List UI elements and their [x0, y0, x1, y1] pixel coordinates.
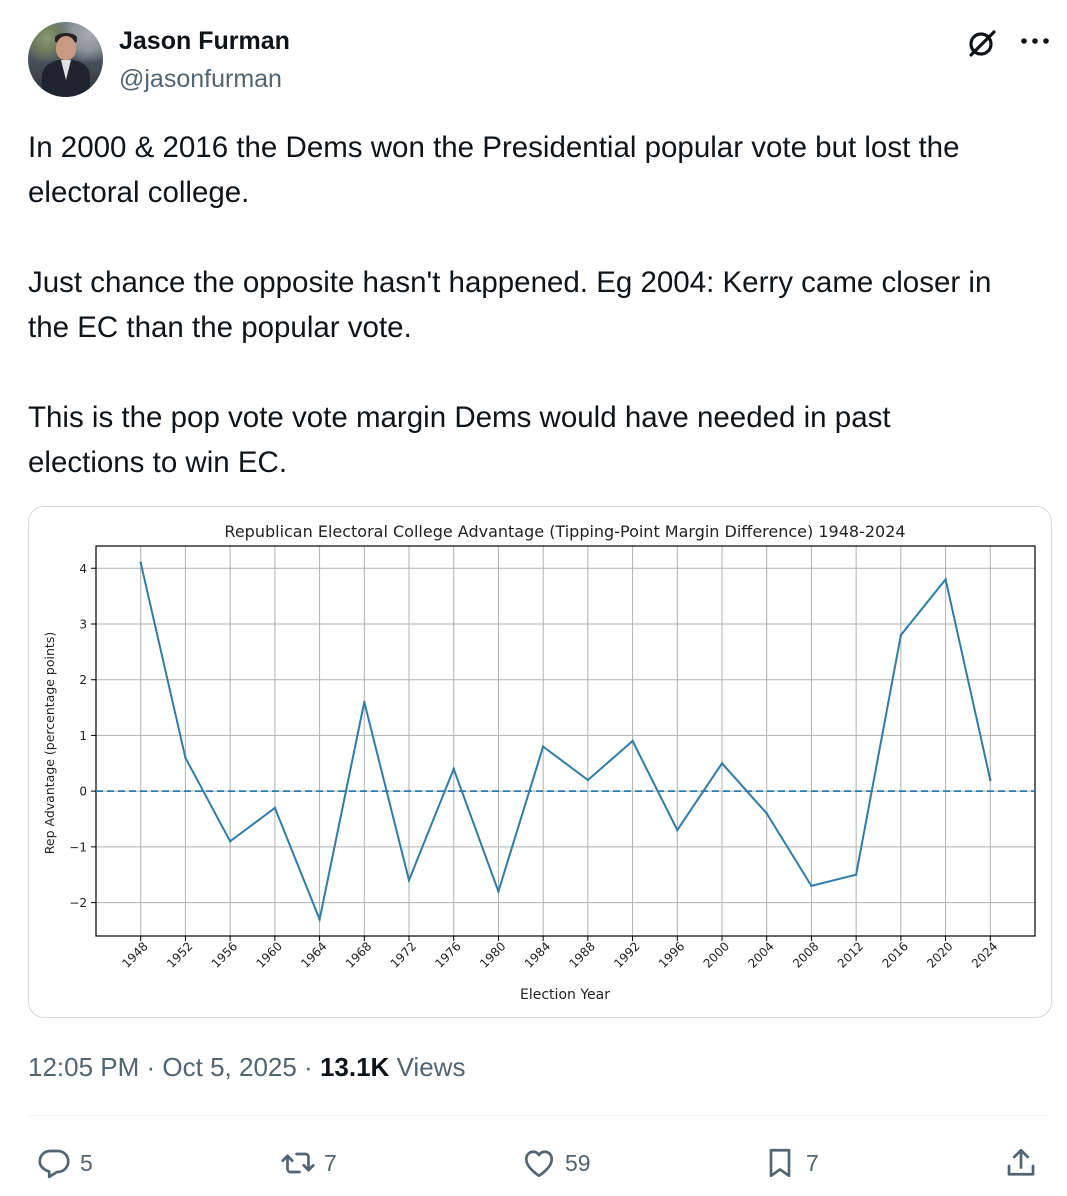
chart-image-card[interactable]: Republican Electoral College Advantage (… — [28, 506, 1052, 1018]
x-tick-label: 2012 — [835, 939, 866, 970]
x-tick-label: 2024 — [969, 939, 1000, 970]
x-tick-label: 1992 — [611, 939, 642, 970]
x-tick-label: 2020 — [924, 939, 955, 970]
x-tick-label: 1948 — [119, 939, 150, 970]
x-tick-label: 1968 — [343, 939, 374, 970]
chart-title: Republican Electoral College Advantage (… — [224, 522, 905, 541]
data-points — [139, 561, 992, 921]
reply-button[interactable]: 5 — [36, 1143, 93, 1183]
y-tick-label: 1 — [79, 729, 87, 743]
like-count: 59 — [565, 1149, 591, 1176]
data-point-1988 — [586, 778, 590, 782]
y-ticks: 4 3 2 1 0 −1 −2 — [69, 562, 96, 910]
tweet-text: In 2000 & 2016 the Dems won the Presiden… — [28, 125, 1058, 485]
plot-frame — [95, 545, 1036, 937]
tweet-line-break — [28, 350, 1058, 395]
x-tick-label: 1964 — [298, 939, 329, 970]
meta-separator: · — [296, 1052, 320, 1082]
x-tick-label: 2000 — [701, 939, 732, 970]
share-button[interactable] — [1003, 1143, 1039, 1183]
more-options-icon[interactable] — [1018, 26, 1052, 56]
data-point-1960 — [273, 806, 277, 810]
tweet-line: In 2000 & 2016 the Dems won the Presiden… — [28, 131, 960, 164]
avatar[interactable] — [28, 22, 103, 97]
tweet-line-break — [28, 215, 1058, 260]
x-tick-label: 2016 — [879, 939, 910, 970]
y-tick-label: 3 — [79, 618, 87, 632]
x-tick-label: 1956 — [209, 939, 240, 970]
reply-icon — [38, 1149, 70, 1179]
x-tick-label: 1952 — [164, 939, 195, 970]
tweet-line: Just chance the opposite hasn't happened… — [28, 266, 992, 299]
y-tick-label: 2 — [79, 673, 87, 687]
data-point-1948 — [139, 561, 142, 564]
chart-grid — [96, 546, 1035, 936]
divider — [28, 1115, 1050, 1116]
bookmark-button[interactable]: 7 — [762, 1143, 819, 1183]
data-point-1976 — [452, 767, 455, 771]
data-point-1968 — [363, 700, 366, 704]
repost-count: 7 — [324, 1149, 337, 1176]
y-tick-label: 0 — [79, 785, 87, 799]
x-ticks: 1948 1952 1956 1960 1964 1968 1972 1976 1980 1984… — [119, 936, 1000, 971]
tweet-line: elections to win EC. — [28, 446, 288, 479]
y-tick-label: −2 — [69, 896, 87, 910]
x-tick-label: 1984 — [522, 939, 553, 970]
x-tick-label: 2004 — [745, 939, 776, 970]
data-point-2012 — [854, 873, 858, 876]
data-point-1996 — [676, 828, 679, 832]
x-tick-label: 1976 — [432, 939, 463, 970]
author-name[interactable]: Jason Furman — [119, 27, 290, 55]
data-point-1964 — [318, 918, 321, 921]
data-point-1952 — [184, 756, 187, 759]
heart-icon — [524, 1150, 554, 1178]
data-point-2016 — [899, 633, 903, 637]
tweet-meta: 12:05 PM · Oct 5, 2025 · 13.1K Views — [28, 1052, 465, 1083]
x-tick-label: 1988 — [566, 939, 597, 970]
views-count: 13.1K — [319, 1052, 390, 1082]
y-tick-label: 4 — [79, 562, 87, 576]
grok-icon[interactable] — [966, 27, 998, 59]
data-point-1956 — [228, 840, 232, 843]
x-axis-label: Election Year — [520, 987, 610, 1003]
line-chart: Republican Electoral College Advantage (… — [42, 522, 1036, 1003]
data-point-2008 — [810, 884, 813, 888]
data-point-1980 — [497, 890, 500, 893]
tweet-line: the EC than the popular vote. — [28, 311, 412, 344]
data-point-2000 — [720, 762, 724, 765]
y-tick-label: −1 — [69, 840, 87, 854]
data-point-1972 — [407, 879, 411, 882]
repost-button[interactable]: 7 — [280, 1143, 337, 1183]
views-label: Views — [396, 1052, 466, 1082]
x-tick-label: 1972 — [388, 939, 419, 970]
x-tick-label: 2008 — [790, 939, 821, 970]
data-point-2024 — [989, 778, 992, 782]
meta-separator: · — [139, 1052, 163, 1082]
data-point-1992 — [631, 739, 634, 743]
repost-icon — [281, 1152, 315, 1174]
x-tick-label: 1960 — [253, 939, 284, 970]
bookmark-count: 7 — [806, 1149, 819, 1176]
x-tick-label: 1980 — [477, 939, 508, 970]
series-line — [139, 562, 992, 923]
reply-count: 5 — [80, 1149, 93, 1176]
bookmark-icon — [769, 1148, 791, 1178]
like-button[interactable]: 59 — [521, 1143, 591, 1183]
author-handle[interactable]: @jasonfurman — [119, 65, 282, 93]
share-icon — [1007, 1148, 1035, 1176]
data-point-2004 — [765, 812, 768, 815]
data-point-1984 — [541, 745, 545, 748]
tweet-time[interactable]: 12:05 PM — [28, 1052, 140, 1082]
data-point-2020 — [944, 578, 947, 581]
y-axis-label: Rep Advantage (percentage points) — [42, 632, 57, 854]
tweet-line: electoral college. — [28, 176, 250, 209]
tweet-date[interactable]: Oct 5, 2025 — [162, 1052, 297, 1082]
x-tick-label: 1996 — [656, 939, 687, 970]
tweet-line: This is the pop vote vote margin Dems wo… — [28, 401, 891, 434]
